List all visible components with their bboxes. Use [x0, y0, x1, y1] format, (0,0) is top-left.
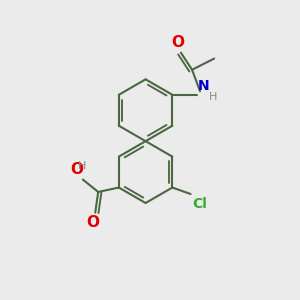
Text: O: O — [171, 35, 184, 50]
Text: N: N — [197, 79, 209, 93]
Text: H: H — [78, 161, 86, 171]
Text: O: O — [70, 162, 83, 177]
Text: O: O — [86, 215, 99, 230]
Text: H: H — [209, 92, 217, 102]
Text: Cl: Cl — [192, 197, 207, 211]
